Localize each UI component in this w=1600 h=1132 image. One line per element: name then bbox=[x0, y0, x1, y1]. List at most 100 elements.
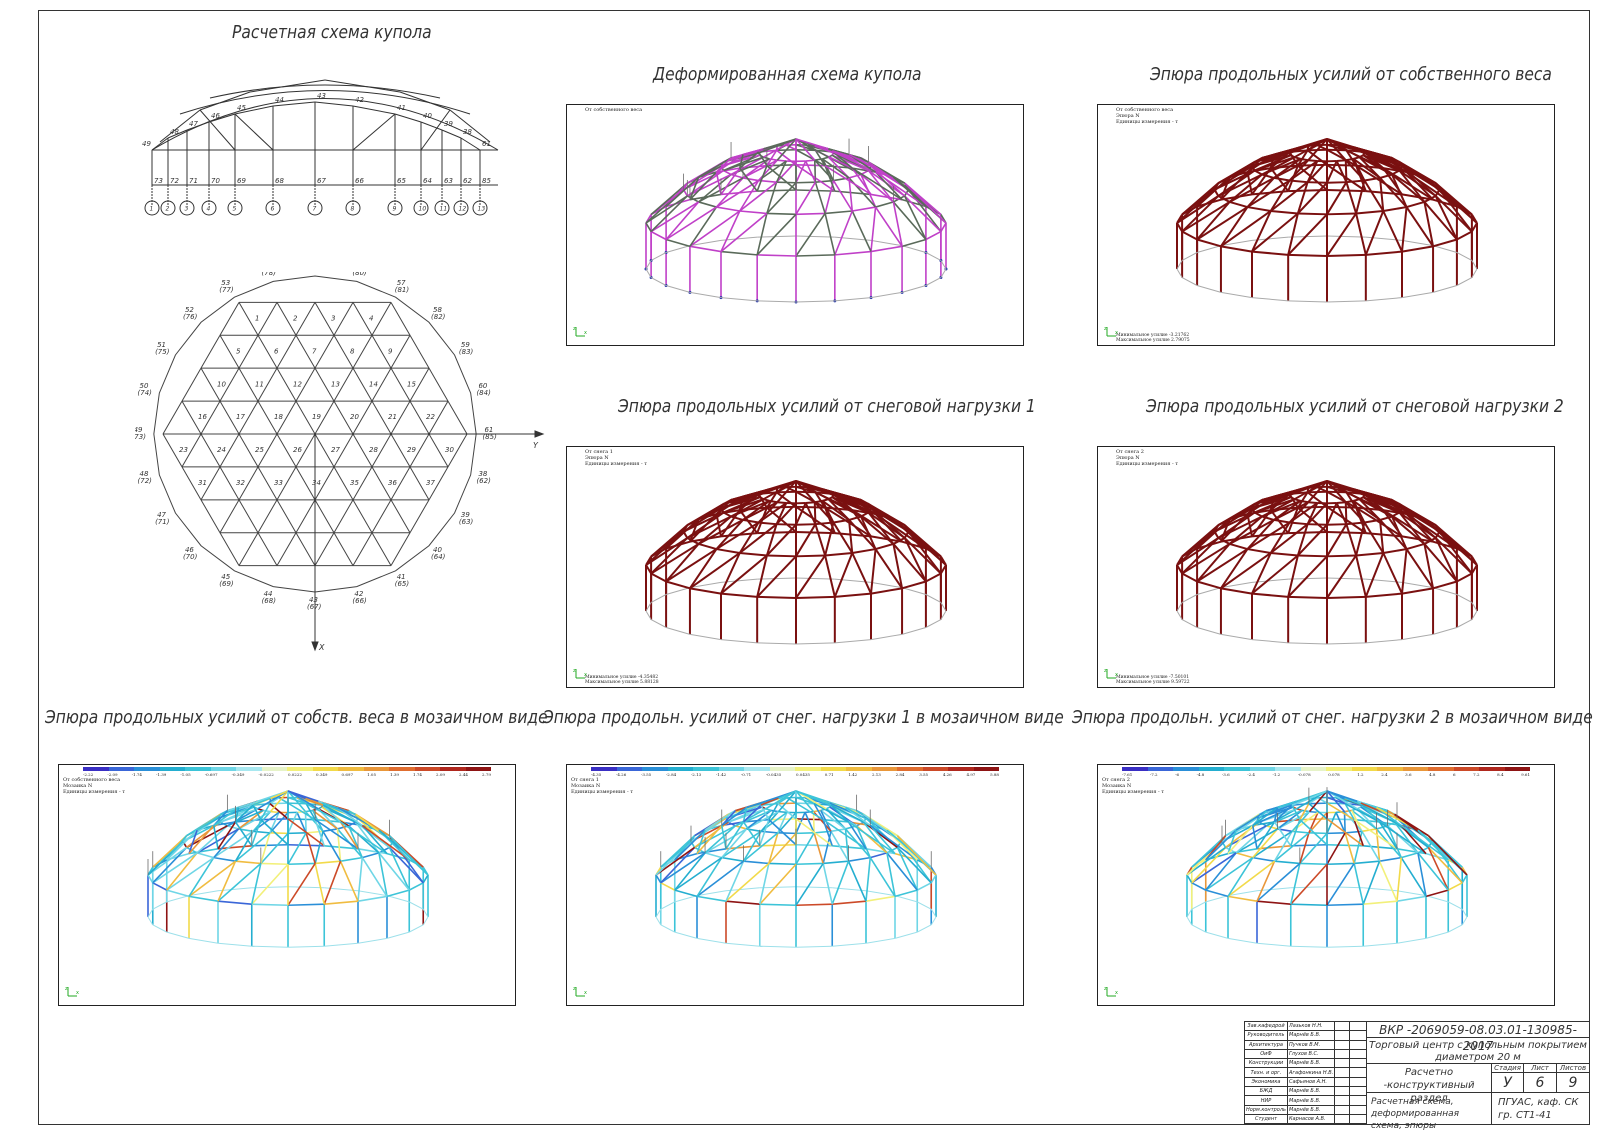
plan-member-label: 33 bbox=[274, 479, 283, 487]
svg-text:x: x bbox=[584, 672, 587, 678]
name-cell: Агафонкина Н.В. bbox=[1288, 1068, 1335, 1077]
xyz-axes-icon: zx bbox=[573, 667, 589, 681]
svg-text:z: z bbox=[573, 668, 576, 674]
perimeter-base-label: (75) bbox=[155, 348, 170, 356]
column-axis-label: 10 bbox=[419, 206, 427, 213]
perimeter-base-label: (73) bbox=[135, 433, 146, 441]
xyz-axes-icon: zx bbox=[573, 325, 589, 339]
sign-cell bbox=[1350, 1077, 1367, 1086]
svg-text:x: x bbox=[584, 330, 587, 336]
plan-member-label: 21 bbox=[388, 413, 397, 421]
xyz-axes-icon: zx bbox=[65, 985, 81, 999]
plan-member-label: 5 bbox=[236, 347, 241, 355]
n-snow1-dome bbox=[567, 447, 1024, 688]
n-self-title: Эпюра продольных усилий от собственного … bbox=[1150, 64, 1552, 85]
name-cell: Глухов В.С. bbox=[1288, 1049, 1335, 1058]
sheets-value: 9 bbox=[1556, 1072, 1590, 1093]
xyz-axes-icon: zx bbox=[1104, 985, 1120, 999]
sign-cell bbox=[1335, 1114, 1350, 1123]
elev-base-label: 64 bbox=[423, 177, 432, 185]
role-cell: НИР bbox=[1245, 1096, 1288, 1105]
sign-cell bbox=[1350, 1022, 1367, 1031]
elev-base-label: 65 bbox=[397, 177, 406, 185]
elev-base-label: 62 bbox=[463, 177, 472, 185]
doc-code: ВКР -2069059-08.03.01-130985-2017 bbox=[1366, 1021, 1590, 1038]
perimeter-base-label: (62) bbox=[476, 477, 491, 485]
sign-cell bbox=[1335, 1068, 1350, 1077]
perimeter-base-label: (78) bbox=[262, 272, 277, 277]
perimeter-base-label: (77) bbox=[219, 286, 234, 294]
mosaic-self-dome bbox=[59, 765, 516, 1006]
elev-base-label: 85 bbox=[482, 177, 491, 185]
perimeter-base-label: (76) bbox=[183, 313, 198, 321]
n-self-dome bbox=[1098, 105, 1555, 346]
sign-cell bbox=[1335, 1087, 1350, 1096]
deformed-title: Деформированная схема купола bbox=[653, 64, 922, 85]
elev-base-label: 69 bbox=[237, 177, 246, 185]
plan-member-label: 14 bbox=[369, 380, 378, 388]
column-axis-label: 3 bbox=[185, 206, 189, 213]
elev-base-label: 72 bbox=[170, 177, 179, 185]
elev-base-label: 73 bbox=[154, 177, 163, 185]
perimeter-base-label: (69) bbox=[219, 580, 234, 588]
column-axis-label: 7 bbox=[313, 206, 317, 213]
sign-cell bbox=[1335, 1096, 1350, 1105]
elev-node-label: 44 bbox=[275, 96, 284, 104]
svg-text:z: z bbox=[573, 326, 576, 332]
elev-node-label: 48 bbox=[170, 128, 179, 136]
column-axis-label: 4 bbox=[207, 206, 211, 213]
role-cell: БЖД bbox=[1245, 1087, 1288, 1096]
elev-node-label: 38 bbox=[463, 128, 472, 136]
elev-node-label: 61 bbox=[482, 140, 491, 148]
elev-node-label: 46 bbox=[211, 112, 220, 120]
role-cell: Конструкции bbox=[1245, 1059, 1288, 1068]
scheme-title: Расчетная схема купола bbox=[232, 22, 432, 43]
svg-text:x: x bbox=[76, 990, 79, 996]
sign-cell bbox=[1350, 1096, 1367, 1105]
plan-member-label: 24 bbox=[217, 446, 226, 454]
perimeter-base-label: (84) bbox=[476, 389, 491, 397]
name-cell: Марнёв Б.В. bbox=[1288, 1096, 1335, 1105]
svg-text:x: x bbox=[1115, 330, 1118, 336]
plan-member-label: 30 bbox=[445, 446, 454, 454]
plan-member-label: 13 bbox=[331, 380, 340, 388]
column-axis-label: 12 bbox=[459, 206, 467, 213]
perimeter-base-label: (68) bbox=[262, 597, 277, 605]
svg-text:z: z bbox=[1104, 668, 1107, 674]
name-cell: Карнасов А.В. bbox=[1288, 1114, 1335, 1123]
column-axis-label: 5 bbox=[233, 206, 237, 213]
perimeter-base-label: (71) bbox=[155, 518, 170, 526]
plan-member-label: 8 bbox=[350, 347, 355, 355]
sign-cell bbox=[1350, 1059, 1367, 1068]
column-axis-label: 13 bbox=[478, 206, 486, 213]
column-axis-label: 8 bbox=[351, 206, 355, 213]
elev-base-label: 63 bbox=[444, 177, 453, 185]
plan-member-label: 28 bbox=[369, 446, 378, 454]
elev-base-label: 66 bbox=[355, 177, 364, 185]
elev-base-label: 70 bbox=[211, 177, 220, 185]
sheet-title: Расчетная схема, деформированная схема, … bbox=[1366, 1092, 1492, 1125]
mosaic-snow1-title: Эпюра продольн. усилий от снег. нагрузки… bbox=[543, 707, 1064, 728]
plan-member-label: 36 bbox=[388, 479, 397, 487]
name-cell: Пучков В.М. bbox=[1288, 1040, 1335, 1049]
role-cell: Архитектура bbox=[1245, 1040, 1288, 1049]
project-name: Торговый центр с купольным покрытием диа… bbox=[1366, 1037, 1590, 1064]
axis-x-label: X bbox=[318, 643, 325, 652]
name-cell: Марнёв Б.В. bbox=[1288, 1105, 1335, 1114]
perimeter-base-label: (82) bbox=[431, 313, 446, 321]
perimeter-base-label: (63) bbox=[459, 518, 474, 526]
name-cell: Сафьянов А.Н. bbox=[1288, 1077, 1335, 1086]
svg-text:z: z bbox=[573, 986, 576, 992]
